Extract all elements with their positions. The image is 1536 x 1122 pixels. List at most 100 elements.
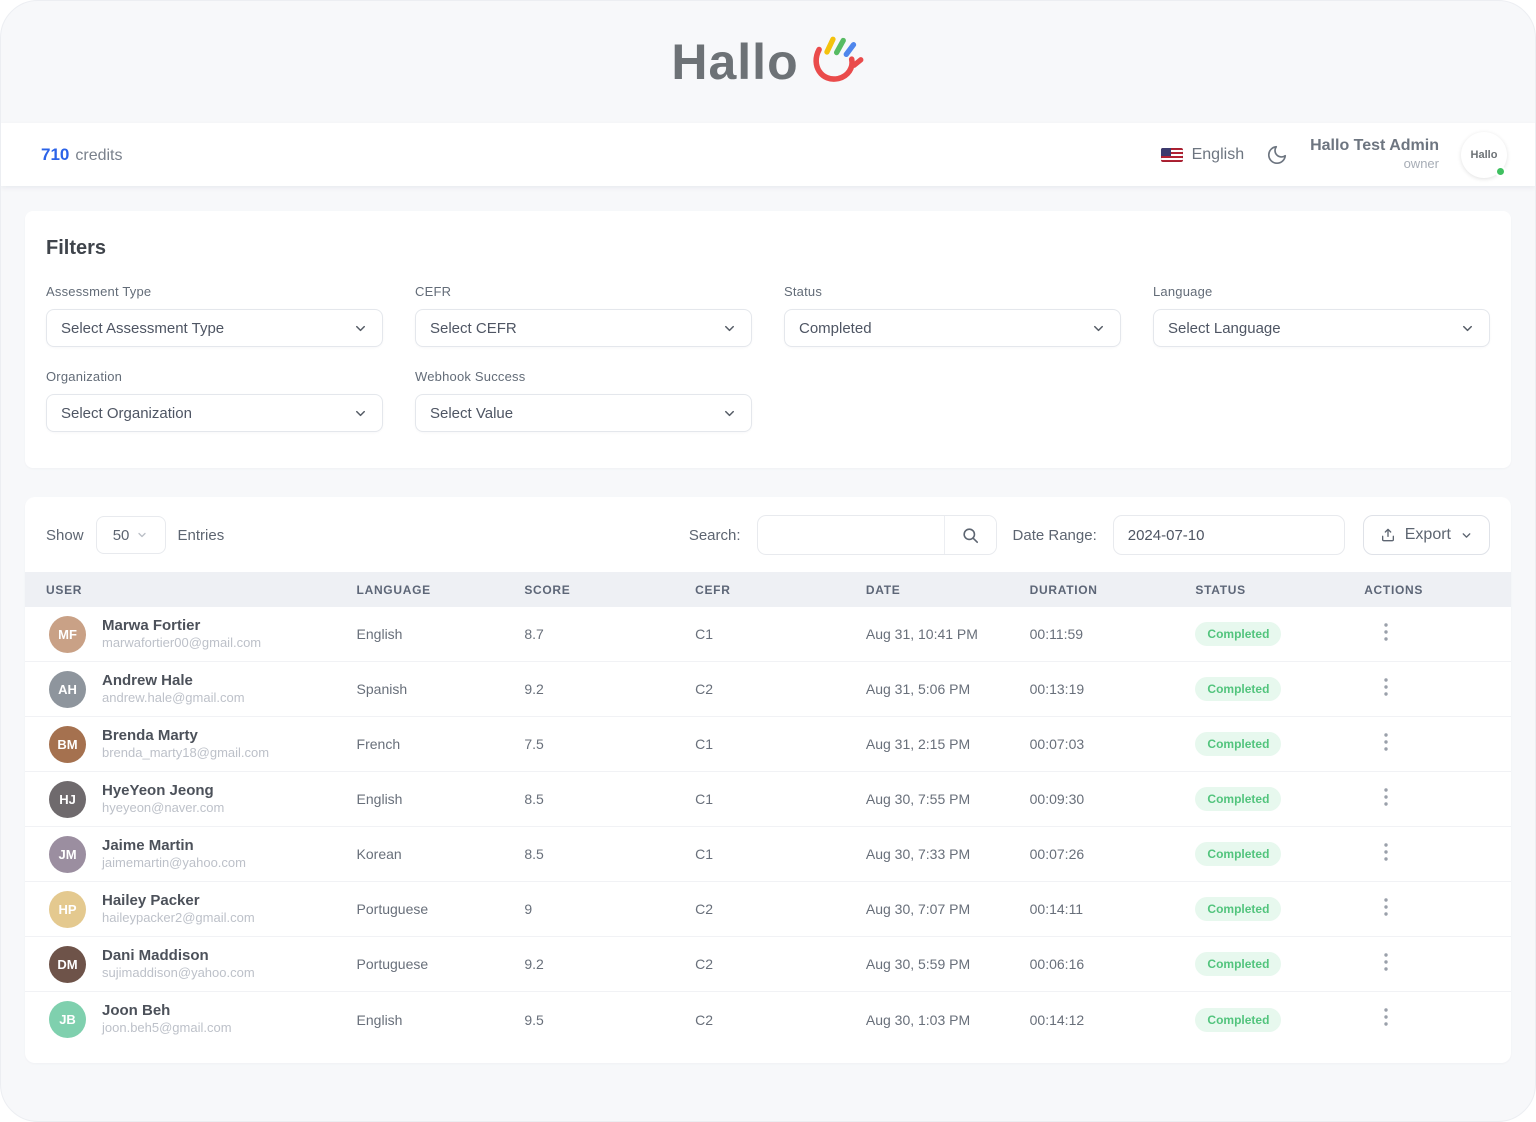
credits-label: credits [75, 146, 123, 164]
column-header-date[interactable]: DATE [865, 582, 901, 597]
chevron-down-icon [725, 410, 734, 416]
user-cell[interactable]: AH Andrew Hale andrew.hale@gmail.com [25, 670, 357, 708]
user-cell[interactable]: HJ HyeYeon Jeong hyeyeon@naver.com [25, 780, 357, 818]
user-name: Hailey Packer [102, 891, 200, 909]
date-range-input[interactable] [1112, 515, 1345, 555]
user-role: owner [1403, 156, 1439, 172]
status-badge: Completed [1195, 622, 1282, 646]
row-actions-menu[interactable] [1364, 787, 1511, 811]
date-cell: Aug 30, 7:07 PM [865, 901, 971, 917]
user-block: Hallo Test Admin owner [1310, 136, 1439, 172]
organization-select[interactable]: Select Organization [46, 394, 383, 432]
search-field [756, 515, 997, 555]
duration-cell: 00:14:12 [1029, 1011, 1085, 1028]
assessment-type-select[interactable]: Select Assessment Type [46, 309, 383, 347]
status-badge: Completed [1195, 677, 1282, 701]
user-avatar[interactable]: Hallo [1461, 131, 1507, 178]
filter-language: Language Select Language [1153, 284, 1490, 347]
kebab-menu-icon [1384, 622, 1388, 641]
page-size-select[interactable]: 50 [95, 516, 166, 554]
user-cell[interactable]: BM Brenda Marty brenda_marty18@gmail.com [25, 725, 357, 763]
user-name: Joon Beh [102, 1002, 171, 1020]
chevron-down-icon [138, 532, 147, 538]
cefr-select[interactable]: Select CEFR [415, 309, 752, 347]
cefr-cell: C1 [695, 791, 713, 807]
status-cell: Completed [1195, 842, 1364, 866]
score-cell: 7.5 [524, 736, 544, 752]
table-row: MF Marwa Fortier marwafortier00@gmail.co… [25, 607, 1511, 662]
avatar: AH [49, 670, 86, 708]
cefr-cell: C1 [695, 846, 713, 862]
score-cell: 8.7 [524, 626, 544, 642]
select-value: Select Assessment Type [61, 319, 225, 337]
language-select[interactable]: Select Language [1153, 309, 1490, 347]
row-actions-menu[interactable] [1364, 897, 1511, 921]
column-header-user[interactable]: USER [46, 582, 83, 597]
column-header-score[interactable]: SCORE [524, 582, 571, 597]
duration-cell: 00:11:59 [1029, 626, 1084, 642]
filter-organization: Organization Select Organization [46, 369, 383, 432]
status-select[interactable]: Completed [784, 309, 1121, 347]
column-header-actions[interactable]: ACTIONS [1364, 582, 1424, 597]
user-cell[interactable]: MF Marwa Fortier marwafortier00@gmail.co… [25, 615, 357, 653]
kebab-menu-icon [1384, 897, 1388, 916]
date-range-label: Date Range: [1012, 526, 1097, 544]
dark-mode-toggle-icon[interactable] [1266, 144, 1288, 166]
row-actions-menu[interactable] [1364, 677, 1511, 701]
score-cell: 8.5 [524, 791, 544, 807]
table-row: HP Hailey Packer haileypacker2@gmail.com… [25, 882, 1511, 937]
column-header-cefr[interactable]: CEFR [695, 582, 731, 597]
row-actions-menu[interactable] [1364, 842, 1511, 866]
filters-card: Filters Assessment Type Select Assessmen… [25, 211, 1511, 468]
cefr-cell: C1 [695, 626, 713, 642]
search-icon [962, 527, 978, 543]
table-row: JB Joon Beh joon.beh5@gmail.com English … [25, 992, 1511, 1047]
column-header-status[interactable]: STATUS [1195, 582, 1246, 597]
row-actions-menu[interactable] [1364, 1008, 1511, 1031]
select-value: Select Value [430, 404, 514, 422]
column-header-duration[interactable]: DURATION [1029, 582, 1098, 597]
user-cell[interactable]: HP Hailey Packer haileypacker2@gmail.com [25, 890, 357, 928]
column-header-language[interactable]: LANGUAGE [356, 582, 431, 597]
user-email: jaimemartin@yahoo.com [102, 854, 246, 870]
table-row: AH Andrew Hale andrew.hale@gmail.com Spa… [25, 662, 1511, 717]
duration-cell: 00:09:30 [1029, 791, 1085, 807]
webhook-success-select[interactable]: Select Value [415, 394, 752, 432]
user-cell[interactable]: JB Joon Beh joon.beh5@gmail.com [25, 1001, 357, 1038]
user-cell[interactable]: JM Jaime Martin jaimemartin@yahoo.com [25, 835, 357, 873]
row-actions-menu[interactable] [1364, 952, 1511, 976]
row-actions-menu[interactable] [1364, 732, 1511, 756]
select-value: Select Language [1168, 319, 1281, 337]
score-cell: 8.5 [524, 846, 544, 862]
table-body: MF Marwa Fortier marwafortier00@gmail.co… [25, 607, 1511, 1047]
filter-assessment-type: Assessment Type Select Assessment Type [46, 284, 383, 347]
chevron-down-icon [1094, 325, 1103, 331]
row-actions-menu[interactable] [1364, 622, 1511, 646]
score-cell: 9.2 [524, 681, 544, 697]
filter-label: Webhook Success [415, 369, 526, 384]
filter-webhook-success: Webhook Success Select Value [415, 369, 752, 432]
user-name: Brenda Marty [102, 726, 198, 744]
avatar: JM [49, 835, 86, 873]
search-input[interactable] [757, 516, 944, 554]
cefr-cell: C2 [695, 1011, 713, 1028]
chevron-down-icon [1462, 532, 1471, 538]
topbar: 710 credits English Hallo Test Admin owne… [1, 123, 1535, 186]
chevron-down-icon [1463, 325, 1472, 331]
export-button[interactable]: Export [1362, 515, 1490, 555]
status-badge: Completed [1195, 787, 1282, 811]
search-button[interactable] [943, 516, 996, 554]
status-badge: Completed [1195, 897, 1282, 921]
status-cell: Completed [1195, 1007, 1364, 1032]
logo-text: Hallo [671, 34, 799, 90]
language-cell: French [356, 736, 401, 752]
filters-title: Filters [46, 237, 107, 259]
export-label: Export [1404, 526, 1451, 543]
status-cell: Completed [1195, 622, 1364, 646]
language-switcher[interactable]: English [1160, 146, 1244, 164]
cefr-cell: C1 [695, 736, 713, 752]
user-email: andrew.hale@gmail.com [102, 689, 245, 705]
user-name: Dani Maddison [102, 946, 209, 964]
status-badge: Completed [1195, 952, 1282, 976]
user-cell[interactable]: DM Dani Maddison sujimaddison@yahoo.com [25, 945, 357, 983]
